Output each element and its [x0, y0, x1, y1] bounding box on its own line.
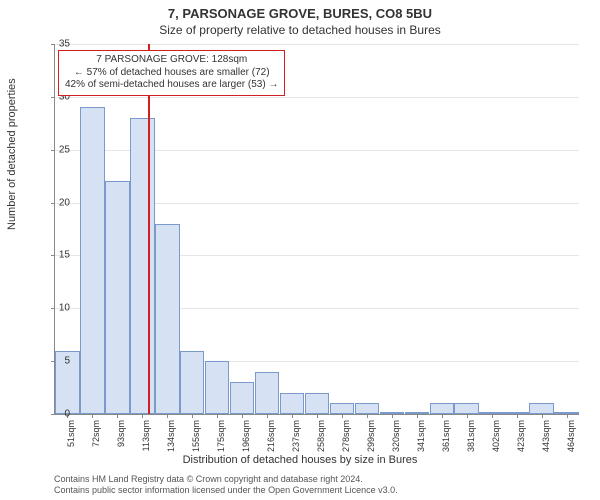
xtick-label: 237sqm: [291, 420, 301, 470]
xtick-label: 175sqm: [216, 420, 226, 470]
xtick-label: 443sqm: [541, 420, 551, 470]
ytick-label: 5: [50, 356, 70, 367]
xtick-label: 72sqm: [91, 420, 101, 470]
xtick-label: 258sqm: [316, 420, 326, 470]
xtick-label: 402sqm: [491, 420, 501, 470]
xtick-mark: [167, 414, 168, 418]
xtick-mark: [342, 414, 343, 418]
xtick-mark: [292, 414, 293, 418]
property-marker-line: [148, 44, 150, 414]
ytick-label: 10: [50, 303, 70, 314]
xtick-label: 196sqm: [241, 420, 251, 470]
xtick-label: 361sqm: [441, 420, 451, 470]
annotation-line: 7 PARSONAGE GROVE: 128sqm: [65, 54, 278, 67]
ytick-label: 25: [50, 144, 70, 155]
xtick-label: 51sqm: [66, 420, 76, 470]
histogram-bar: [330, 403, 354, 414]
histogram-bar: [355, 403, 379, 414]
copyright-text: Contains HM Land Registry data © Crown c…: [54, 474, 398, 496]
xtick-label: 381sqm: [466, 420, 476, 470]
xtick-label: 464sqm: [566, 420, 576, 470]
ytick-label: 0: [50, 409, 70, 420]
histogram-bar: [255, 372, 279, 414]
xtick-label: 134sqm: [166, 420, 176, 470]
xtick-label: 320sqm: [391, 420, 401, 470]
xtick-label: 155sqm: [191, 420, 201, 470]
xtick-label: 278sqm: [341, 420, 351, 470]
xtick-label: 93sqm: [116, 420, 126, 470]
histogram-bar: [205, 361, 229, 414]
histogram-bar: [529, 403, 553, 414]
xtick-mark: [317, 414, 318, 418]
histogram-bar: [105, 181, 129, 414]
xtick-label: 299sqm: [366, 420, 376, 470]
xtick-mark: [142, 414, 143, 418]
xtick-mark: [567, 414, 568, 418]
xtick-label: 113sqm: [141, 420, 151, 470]
xtick-mark: [267, 414, 268, 418]
xtick-mark: [92, 414, 93, 418]
xtick-mark: [492, 414, 493, 418]
chart-title: 7, PARSONAGE GROVE, BURES, CO8 5BU: [0, 0, 600, 21]
copyright-line2: Contains public sector information licen…: [54, 485, 398, 496]
chart-subtitle: Size of property relative to detached ho…: [0, 23, 600, 37]
histogram-bar: [80, 107, 104, 414]
xtick-mark: [467, 414, 468, 418]
histogram-bar: [454, 403, 478, 414]
xtick-mark: [417, 414, 418, 418]
xtick-mark: [192, 414, 193, 418]
histogram-bar: [430, 403, 454, 414]
histogram-bar: [280, 393, 304, 414]
gridline: [55, 97, 579, 98]
histogram-bar: [155, 224, 179, 414]
histogram-bar: [305, 393, 329, 414]
xtick-mark: [117, 414, 118, 418]
xtick-mark: [517, 414, 518, 418]
plot-area: [54, 44, 579, 415]
xtick-mark: [542, 414, 543, 418]
annotation-line: ← 57% of detached houses are smaller (72…: [65, 67, 278, 80]
gridline: [55, 44, 579, 45]
xtick-mark: [442, 414, 443, 418]
histogram-bar: [130, 118, 154, 414]
xtick-mark: [392, 414, 393, 418]
histogram-bar: [180, 351, 204, 414]
annotation-box: 7 PARSONAGE GROVE: 128sqm← 57% of detach…: [58, 50, 285, 96]
xtick-label: 216sqm: [266, 420, 276, 470]
xtick-label: 341sqm: [416, 420, 426, 470]
y-axis-label: Number of detached properties: [6, 78, 18, 230]
xtick-mark: [367, 414, 368, 418]
annotation-line: 42% of semi-detached houses are larger (…: [65, 79, 278, 92]
ytick-label: 35: [50, 39, 70, 50]
xtick-mark: [242, 414, 243, 418]
ytick-label: 15: [50, 250, 70, 261]
ytick-label: 20: [50, 197, 70, 208]
xtick-mark: [217, 414, 218, 418]
xtick-label: 423sqm: [516, 420, 526, 470]
copyright-line1: Contains HM Land Registry data © Crown c…: [54, 474, 398, 485]
histogram-bar: [230, 382, 254, 414]
